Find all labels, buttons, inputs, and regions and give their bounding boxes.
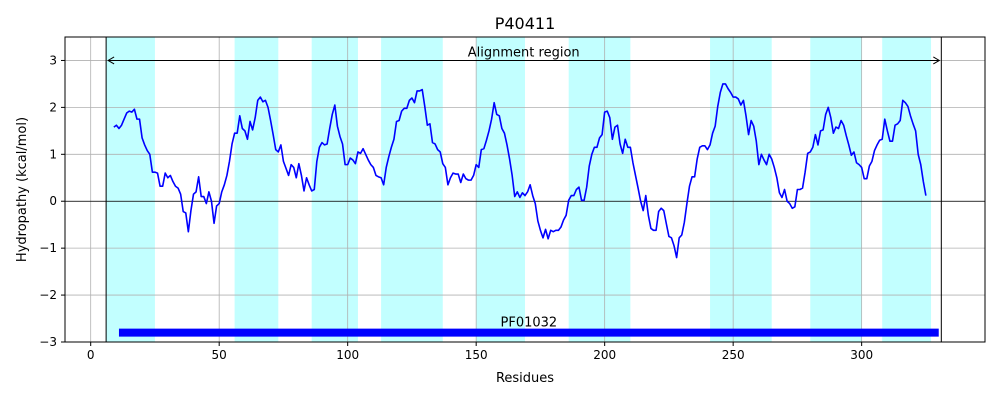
y-tick-label: 1 — [49, 147, 57, 161]
x-tick-label: 100 — [336, 348, 359, 362]
x-tick-label: 150 — [465, 348, 488, 362]
alignment-arrow-left-head — [107, 56, 115, 65]
tm-band — [882, 37, 932, 342]
x-tick-label: 50 — [212, 348, 227, 362]
hydropathy-line — [113, 83, 927, 259]
tm-band — [710, 37, 772, 342]
tm-band — [810, 37, 862, 342]
series-layer — [113, 83, 927, 259]
tm-band — [568, 37, 631, 342]
x-axis-label: Residues — [496, 371, 554, 386]
y-tick-label: −2 — [39, 288, 57, 302]
tm-band — [234, 37, 279, 342]
tm-band — [381, 37, 443, 342]
y-tick-label: 3 — [49, 53, 57, 67]
y-tick-label: −3 — [39, 335, 57, 349]
tm-band — [476, 37, 525, 342]
y-tick-label: 2 — [49, 100, 57, 114]
y-tick-label: 0 — [49, 194, 57, 208]
x-tick-label: 300 — [850, 348, 873, 362]
x-tick-label: 250 — [722, 348, 745, 362]
tm-band — [311, 37, 358, 342]
alignment-arrow-right-head — [933, 56, 941, 65]
chart-title: P40411 — [495, 14, 556, 33]
x-tick-label: 0 — [87, 348, 95, 362]
y-axis-label: Hydropathy (kcal/mol) — [15, 117, 30, 262]
y-tick-label: −1 — [39, 241, 57, 255]
domain-label: PF01032 — [501, 316, 558, 331]
domain-layer: PF01032 — [118, 316, 939, 337]
plot-frame — [64, 36, 986, 343]
annotation-layer: Alignment region — [65, 37, 985, 342]
axes: 0 50 100 150 200 250 300 −3 −2 −1 0 1 2 3 — [39, 36, 986, 362]
transmembrane-bands — [106, 37, 932, 342]
x-tick-label: 200 — [593, 348, 616, 362]
alignment-region-label: Alignment region — [468, 45, 580, 60]
tm-band — [106, 37, 155, 342]
